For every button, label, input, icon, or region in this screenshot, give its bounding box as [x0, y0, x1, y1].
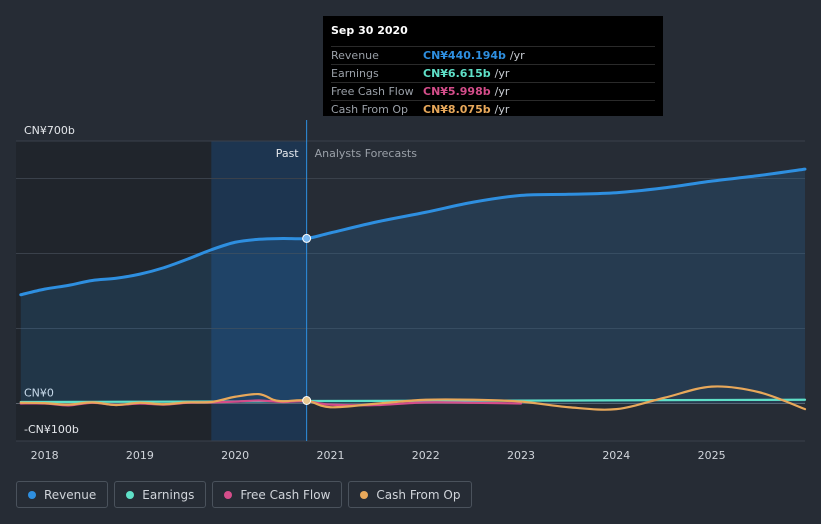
forecast-label: Analysts Forecasts: [315, 147, 418, 160]
x-tick-label: 2021: [316, 449, 344, 462]
legend-label: Free Cash Flow: [240, 487, 331, 502]
tooltip-value: CN¥8.075b: [423, 103, 491, 116]
tooltip-label: Earnings: [331, 67, 379, 80]
revenue-line: [19, 167, 807, 297]
tooltip-label: Revenue: [331, 49, 379, 62]
y-axis-label: -CN¥100b: [24, 423, 79, 436]
revenue-area: [20, 169, 806, 404]
tooltip-value: CN¥6.615b: [423, 67, 491, 80]
x-tick-label: 2020: [221, 449, 249, 462]
tooltip-value: CN¥440.194b: [423, 49, 506, 62]
legend: Revenue Earnings Free Cash Flow Cash Fro…: [16, 481, 473, 508]
legend-dot-icon: [28, 490, 36, 499]
tooltip-unit: /yr: [494, 67, 510, 80]
legend-dot-icon: [360, 490, 369, 499]
past-shade-dark: [16, 141, 212, 441]
tooltip-row-free-cash-flow: Free Cash Flow CN¥5.998b /yr: [331, 82, 655, 100]
hover-tooltip: Sep 30 2020 Revenue CN¥440.194b /yr Earn…: [323, 16, 663, 116]
y-axis-label: CN¥700b: [24, 124, 75, 137]
revenue-hover-marker: [302, 233, 312, 243]
tooltip-unit: /yr: [494, 103, 510, 116]
legend-dot-icon: [224, 490, 233, 499]
past-shade-highlight: [211, 141, 307, 441]
x-tick-label: 2024: [602, 449, 630, 462]
tooltip-row-cash-from-op: Cash From Op CN¥8.075b /yr: [331, 100, 655, 118]
legend-item-earnings[interactable]: Earnings: [114, 481, 207, 508]
tooltip-row-revenue: Revenue CN¥440.194b /yr: [331, 46, 655, 64]
legend-item-free-cash-flow[interactable]: Free Cash Flow: [212, 481, 343, 508]
tooltip-date: Sep 30 2020: [331, 24, 408, 37]
legend-item-revenue[interactable]: Revenue: [16, 481, 109, 508]
tooltip-label: Free Cash Flow: [331, 85, 414, 98]
tooltip-unit: /yr: [509, 49, 525, 62]
y-axis-label: CN¥0: [24, 387, 54, 400]
cash-from-op-line: [19, 385, 807, 411]
x-tick-label: 2025: [698, 449, 726, 462]
tooltip-value: CN¥5.998b: [423, 85, 491, 98]
tooltip-row-earnings: Earnings CN¥6.615b /yr: [331, 64, 655, 82]
legend-dot-icon: [126, 490, 135, 499]
x-tick-label: 2018: [31, 449, 59, 462]
x-tick-label: 2022: [412, 449, 440, 462]
x-tick-label: 2019: [126, 449, 154, 462]
cash-from-op-hover-marker: [302, 396, 312, 405]
legend-item-cash-from-op[interactable]: Cash From Op: [348, 481, 473, 508]
tooltip-unit: /yr: [494, 85, 510, 98]
tooltip-label: Cash From Op: [331, 103, 409, 116]
legend-label: Earnings: [142, 487, 195, 502]
legend-label: Revenue: [44, 487, 97, 502]
past-label: Past: [276, 147, 300, 160]
legend-label: Cash From Op: [376, 487, 461, 502]
x-tick-label: 2023: [507, 449, 535, 462]
